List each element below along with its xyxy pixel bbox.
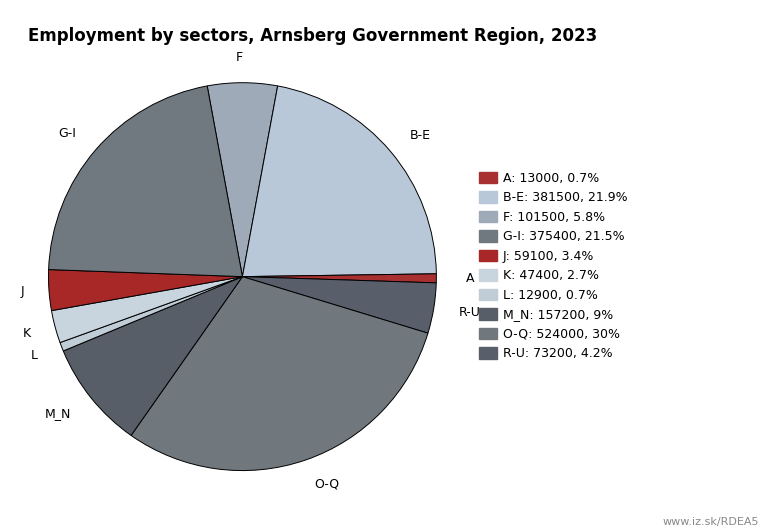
Wedge shape: [52, 277, 242, 343]
Wedge shape: [242, 86, 436, 277]
Text: B-E: B-E: [410, 129, 431, 142]
Legend: A: 13000, 0.7%, B-E: 381500, 21.9%, F: 101500, 5.8%, G-I: 375400, 21.5%, J: 5910: A: 13000, 0.7%, B-E: 381500, 21.9%, F: 1…: [475, 168, 631, 364]
Wedge shape: [131, 277, 428, 471]
Text: G-I: G-I: [59, 127, 77, 140]
Text: K: K: [23, 327, 30, 340]
Wedge shape: [63, 277, 242, 435]
Text: Employment by sectors, Arnsberg Government Region, 2023: Employment by sectors, Arnsberg Governme…: [28, 27, 597, 45]
Wedge shape: [207, 82, 278, 277]
Text: J: J: [20, 286, 23, 298]
Wedge shape: [48, 270, 242, 311]
Text: M_N: M_N: [45, 408, 71, 420]
Wedge shape: [48, 86, 242, 277]
Text: O-Q: O-Q: [314, 477, 339, 491]
Wedge shape: [242, 274, 436, 283]
Text: R-U: R-U: [458, 306, 480, 319]
Text: L: L: [31, 350, 38, 362]
Text: www.iz.sk/RDEA5: www.iz.sk/RDEA5: [662, 517, 759, 527]
Wedge shape: [242, 277, 436, 333]
Text: F: F: [235, 51, 242, 64]
Text: A: A: [466, 272, 475, 285]
Wedge shape: [60, 277, 242, 351]
